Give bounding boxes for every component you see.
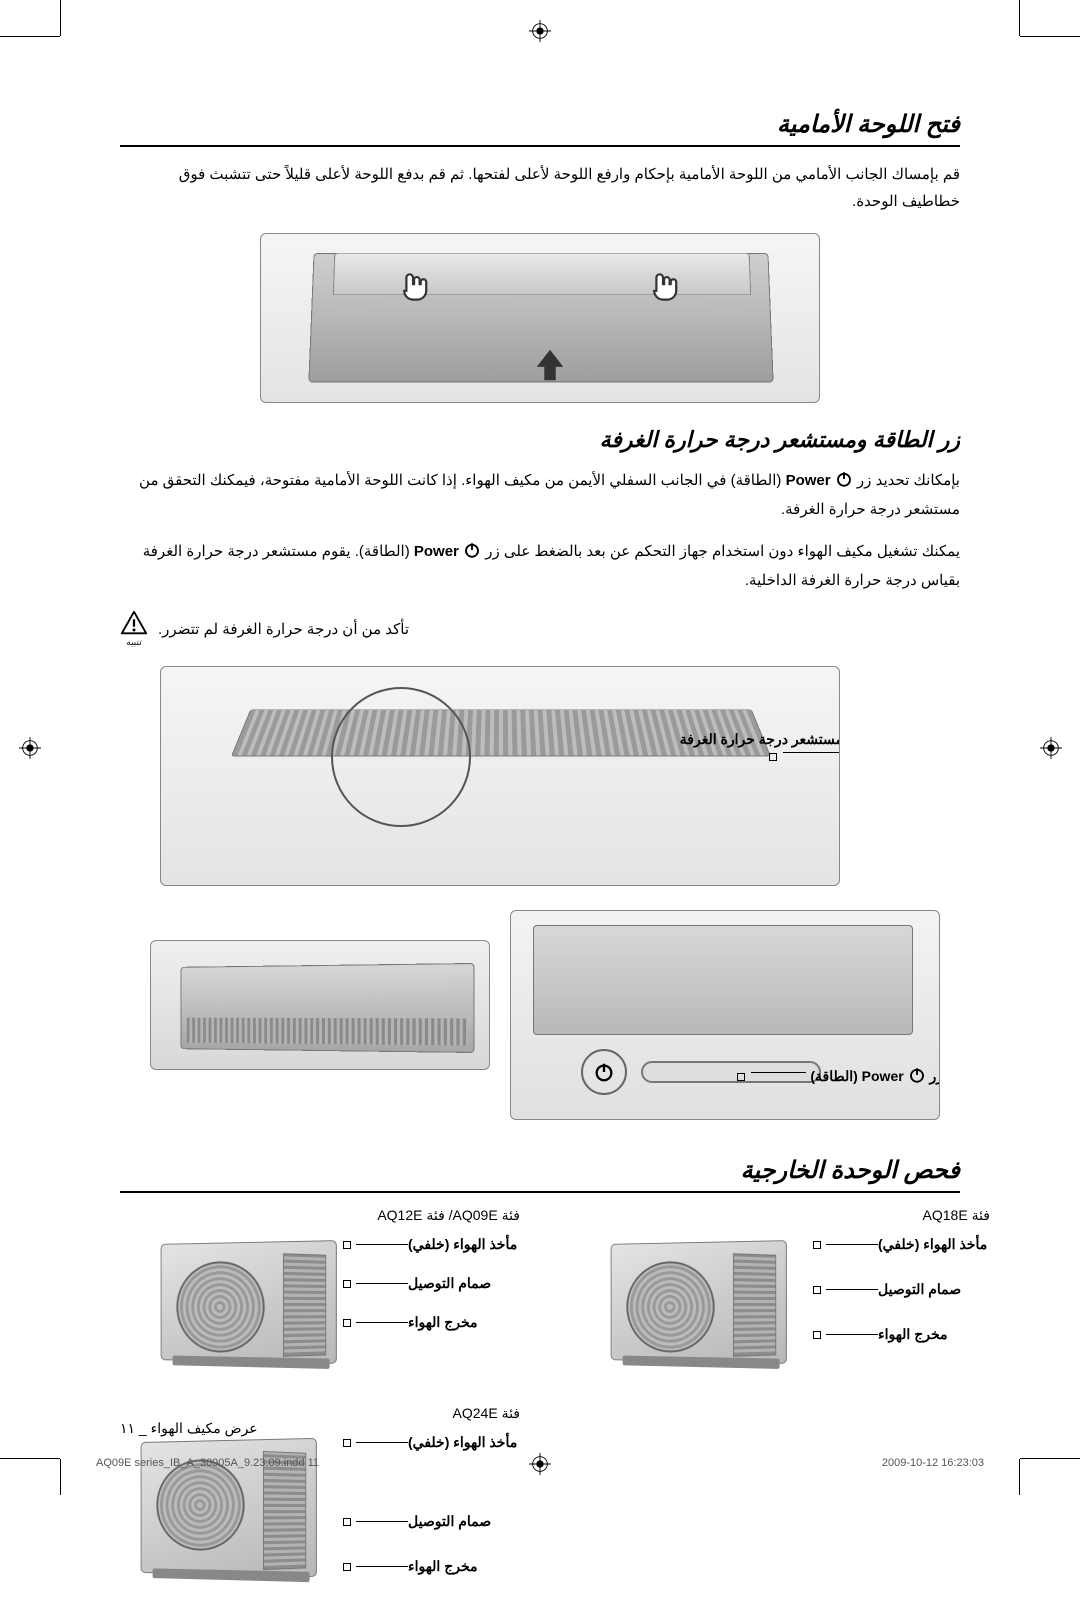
arrow-up-icon	[531, 346, 569, 384]
section2-p2: يمكنك تشغيل مكيف الهواء دون استخدام جهاز…	[120, 538, 960, 595]
unit-detail-view: زر Power (الطاقة)	[510, 910, 940, 1120]
text: (الطاقة)	[810, 1068, 857, 1084]
text: زر	[926, 1068, 940, 1084]
callout-text: مستشعر درجة حرارة الغرفة	[680, 731, 840, 747]
label-valve: صمام التوصيل	[408, 1513, 491, 1530]
power-word: Power	[414, 543, 459, 560]
power-icon	[593, 1061, 615, 1083]
section-rule	[120, 145, 960, 147]
figure-power-button: زر Power (الطاقة)	[120, 910, 960, 1130]
figure-open-panel	[260, 233, 820, 403]
page-content: فتح اللوحة الأمامية قم بإمساك الجانب الأ…	[90, 60, 990, 1435]
caution-note: تأكد من أن درجة حرارة الغرفة لم تتضرر. ت…	[120, 609, 960, 648]
callouts: مأخذ الهواء (خلفي) صمام التوصيل مخرج اله…	[345, 1236, 520, 1331]
power-word: Power	[862, 1068, 904, 1084]
section3-title: فحص الوحدة الخارجية	[120, 1156, 960, 1185]
text: يمكنك تشغيل مكيف الهواء دون استخدام جهاز…	[481, 543, 960, 560]
callout-power: زر Power (الطاقة)	[728, 1066, 940, 1085]
crop-mark	[0, 36, 60, 37]
outdoor-unit-a: مأخذ الهواء (خلفي) صمام التوصيل مخرج اله…	[150, 1232, 520, 1387]
series-label-b: فئة AQ18E	[580, 1207, 990, 1224]
crop-mark	[0, 1458, 60, 1459]
crop-mark	[1019, 1459, 1020, 1495]
crop-mark	[60, 0, 61, 36]
crop-mark	[1020, 36, 1080, 37]
crop-mark	[60, 1459, 61, 1495]
label-air-outlet: مخرج الهواء	[408, 1314, 478, 1331]
ac-unit	[181, 963, 475, 1053]
power-button-circle	[581, 1049, 627, 1095]
label-air-intake: مأخذ الهواء (خلفي)	[408, 1236, 517, 1253]
caution-text: تأكد من أن درجة حرارة الغرفة لم تتضرر.	[158, 620, 409, 638]
power-word: Power	[786, 472, 831, 489]
hand-icon	[641, 260, 685, 304]
registration-mark	[529, 20, 551, 42]
crop-mark	[1019, 0, 1020, 36]
power-icon	[835, 470, 853, 488]
label-air-outlet: مخرج الهواء	[408, 1558, 478, 1575]
section2-p1: بإمكانك تحديد زر Power (الطاقة) في الجان…	[120, 467, 960, 524]
caution-icon	[120, 609, 148, 637]
label-valve: صمام التوصيل	[408, 1275, 491, 1292]
callout-circle	[331, 687, 471, 827]
callout-sensor: مستشعر درجة حرارة الغرفة	[643, 731, 840, 764]
section2-title: زر الطاقة ومستشعر درجة حرارة الغرفة	[120, 427, 960, 453]
series-label-a: فئة AQ09E/ فئة AQ12E	[120, 1207, 520, 1224]
power-icon	[908, 1066, 926, 1084]
callouts: مأخذ الهواء (خلفي) صمام التوصيل مخرج اله…	[345, 1434, 520, 1575]
outdoor-unit-c: مأخذ الهواء (خلفي) صمام التوصيل مخرج اله…	[130, 1430, 520, 1600]
crop-mark	[1020, 1458, 1080, 1459]
registration-mark	[19, 737, 41, 759]
section1-title: فتح اللوحة الأمامية	[120, 110, 960, 139]
power-icon	[463, 541, 481, 559]
hand-icon	[391, 260, 435, 304]
section1-body: قم بإمساك الجانب الأمامي من اللوحة الأما…	[120, 161, 960, 215]
outdoor-units-grid: فئة AQ09E/ فئة AQ12E مأخذ الهواء (خلفي) …	[120, 1207, 960, 1600]
page-footer: عرض مكيف الهواء _ ١١	[120, 1420, 960, 1437]
section-rule	[120, 1191, 960, 1193]
label-air-outlet: مخرج الهواء	[878, 1326, 948, 1343]
callouts: مأخذ الهواء (خلفي) صمام التوصيل مخرج اله…	[815, 1236, 990, 1343]
registration-mark	[1040, 737, 1062, 759]
unit-side-view	[150, 940, 490, 1070]
figure-sensor: مستشعر درجة حرارة الغرفة	[160, 666, 840, 886]
print-stamp: 2009-10-12 16:23:03	[882, 1457, 984, 1469]
print-file: AQ09E series_IB_A_30905A_9.23.09.indd 11	[96, 1457, 319, 1469]
label-air-intake: مأخذ الهواء (خلفي)	[878, 1236, 987, 1253]
label-valve: صمام التوصيل	[878, 1281, 961, 1298]
print-footer: AQ09E series_IB_A_30905A_9.23.09.indd 11…	[96, 1457, 984, 1469]
panel-detail	[533, 925, 913, 1035]
text: بإمكانك تحديد زر	[853, 472, 960, 489]
caution-label: تنبيه	[126, 637, 141, 648]
outdoor-unit-b: مأخذ الهواء (خلفي) صمام التوصيل مخرج اله…	[600, 1232, 990, 1402]
